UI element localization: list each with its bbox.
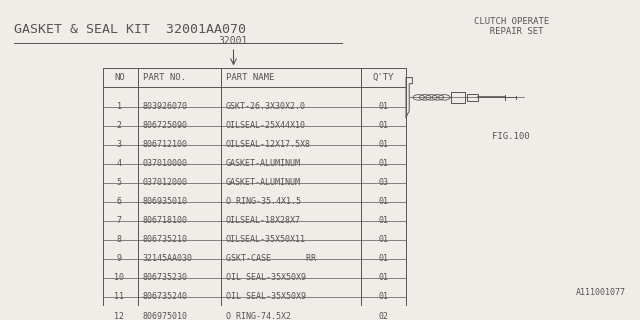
- Text: O RING-74.5X2: O RING-74.5X2: [226, 311, 291, 320]
- Text: Q'TY: Q'TY: [373, 74, 394, 83]
- Text: 01: 01: [379, 235, 388, 244]
- Text: 32145AA030: 32145AA030: [143, 254, 193, 263]
- Text: NO: NO: [114, 74, 125, 83]
- Text: PART NAME: PART NAME: [226, 74, 274, 83]
- Text: GASKET-ALUMINUM: GASKET-ALUMINUM: [226, 178, 301, 187]
- Text: 806735230: 806735230: [143, 273, 188, 283]
- Text: 806735240: 806735240: [143, 292, 188, 301]
- Text: 806935010: 806935010: [143, 197, 188, 206]
- Text: OIL SEAL-35X50X9: OIL SEAL-35X50X9: [226, 273, 306, 283]
- Bar: [467, 94, 478, 101]
- Text: 037012000: 037012000: [143, 178, 188, 187]
- Text: 3: 3: [116, 140, 122, 149]
- Text: 12: 12: [115, 311, 124, 320]
- Text: 5: 5: [116, 178, 122, 187]
- Text: GASKET-ALUMINUM: GASKET-ALUMINUM: [226, 159, 301, 168]
- Text: 2: 2: [116, 121, 122, 130]
- Text: 32001: 32001: [219, 36, 248, 45]
- Text: 01: 01: [379, 121, 388, 130]
- Text: 9: 9: [116, 254, 122, 263]
- Text: PART NO.: PART NO.: [143, 74, 186, 83]
- Text: 01: 01: [379, 273, 388, 283]
- Text: 01: 01: [379, 292, 388, 301]
- Bar: [103, 68, 406, 316]
- Text: OILSEAL-12X17.5X8: OILSEAL-12X17.5X8: [226, 140, 310, 149]
- Text: 806718100: 806718100: [143, 216, 188, 225]
- Text: 01: 01: [379, 216, 388, 225]
- Text: OILSEAL-35X50X11: OILSEAL-35X50X11: [226, 235, 306, 244]
- Text: 037010000: 037010000: [143, 159, 188, 168]
- Text: 6: 6: [116, 197, 122, 206]
- Text: 01: 01: [379, 254, 388, 263]
- Text: 806725090: 806725090: [143, 121, 188, 130]
- Text: OIL SEAL-35X50X9: OIL SEAL-35X50X9: [226, 292, 306, 301]
- Text: 4: 4: [116, 159, 122, 168]
- Bar: [451, 92, 465, 102]
- Text: OILSEAL-25X44X10: OILSEAL-25X44X10: [226, 121, 306, 130]
- Text: 8: 8: [116, 235, 122, 244]
- Text: 806735210: 806735210: [143, 235, 188, 244]
- Text: A111001077: A111001077: [576, 288, 626, 297]
- Text: GASKET & SEAL KIT  32001AA070: GASKET & SEAL KIT 32001AA070: [14, 23, 246, 36]
- Text: 803926070: 803926070: [143, 102, 188, 111]
- Text: GSKT-CASE       RR: GSKT-CASE RR: [226, 254, 316, 263]
- Text: CLUTCH OPERATE
  REPAIR SET: CLUTCH OPERATE REPAIR SET: [474, 17, 548, 36]
- Text: 01: 01: [379, 159, 388, 168]
- Text: 1: 1: [116, 102, 122, 111]
- Text: 7: 7: [116, 216, 122, 225]
- Text: 11: 11: [115, 292, 124, 301]
- Text: OILSEAL-18X28X7: OILSEAL-18X28X7: [226, 216, 301, 225]
- Text: FIG.100: FIG.100: [492, 132, 530, 141]
- Text: 806975010: 806975010: [143, 311, 188, 320]
- Text: O RING-35.4X1.5: O RING-35.4X1.5: [226, 197, 301, 206]
- Text: 02: 02: [379, 311, 388, 320]
- Text: 806712100: 806712100: [143, 140, 188, 149]
- Text: 01: 01: [379, 197, 388, 206]
- Text: GSKT-26.3X30X2.0: GSKT-26.3X30X2.0: [226, 102, 306, 111]
- Text: 03: 03: [379, 178, 388, 187]
- Text: 10: 10: [115, 273, 124, 283]
- Text: 01: 01: [379, 140, 388, 149]
- Text: 01: 01: [379, 102, 388, 111]
